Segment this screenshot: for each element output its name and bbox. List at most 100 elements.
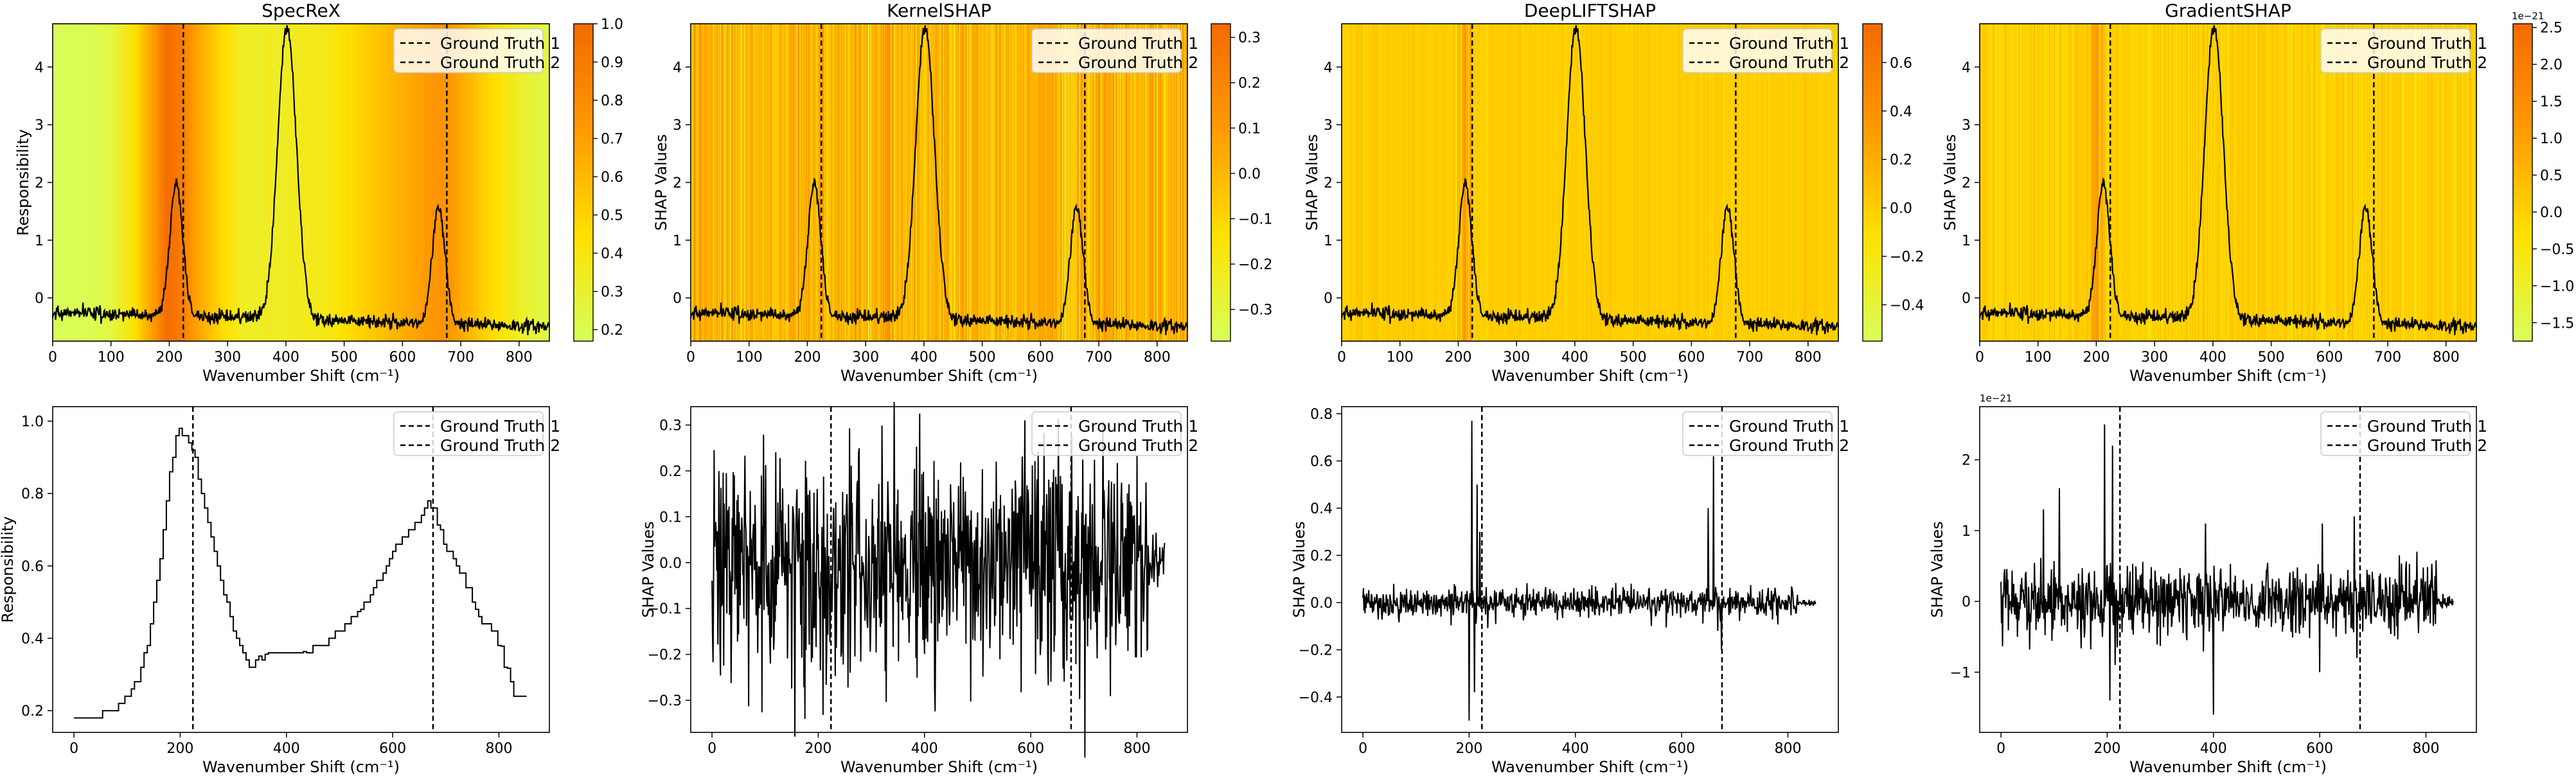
heat-stripe [270,24,271,341]
heat-stripe [2322,24,2323,341]
colorbar-offset-label: 1e−21 [2512,10,2544,22]
heat-stripe [2297,24,2298,341]
heat-stripe [157,24,159,341]
heat-stripe [2448,24,2449,341]
heat-stripe [1504,24,1506,341]
heat-stripe [136,24,138,341]
heat-stripe [215,24,217,341]
heat-stripe [1684,24,1685,341]
legend-entry-label: Ground Truth 2 [1729,53,1849,72]
heat-stripe [2194,24,2196,341]
heat-stripe [148,24,150,341]
heat-stripe [1731,24,1733,341]
heat-stripe [474,24,475,341]
heat-stripe [289,24,290,341]
heat-stripe [1769,24,1771,341]
heat-stripe [1813,24,1815,341]
heat-stripe [1707,24,1709,341]
heat-stripe [2473,24,2474,341]
heat-stripe [416,24,417,341]
heat-stripe [2350,24,2351,341]
heat-stripe [2306,24,2307,341]
heat-stripe [984,24,985,341]
heat-stripe [159,24,160,341]
heat-stripe [766,24,767,341]
heat-stripe [943,24,945,341]
heat-stripe [1791,24,1793,341]
heat-stripe [2280,24,2281,341]
heat-stripe [271,24,272,341]
heat-stripe [873,24,874,341]
heat-stripe [272,24,274,341]
y-tick-label: 0.8 [1310,407,1333,423]
heat-stripe [1624,24,1626,341]
heat-stripe [2419,24,2420,341]
heat-stripe [958,24,959,341]
heat-stripe [1565,24,1567,341]
heat-stripe [2401,24,2402,341]
heat-stripe [229,24,231,341]
heat-stripe [2248,24,2249,341]
heat-stripe [1506,24,1508,341]
heat-stripe [2407,24,2408,341]
legend-entry-label: Ground Truth 2 [1078,53,1198,72]
heat-stripe [2233,24,2235,341]
heat-stripe [523,24,524,341]
heat-stripe [785,24,787,341]
heat-stripe [1680,24,1682,341]
heat-stripe [239,24,240,341]
heat-stripe [1071,24,1072,341]
heat-stripe [2458,24,2460,341]
heat-stripe [2413,24,2415,341]
heat-stripe [1788,24,1789,341]
heat-stripe [910,24,912,341]
legend-entry-label: Ground Truth 2 [1078,436,1198,455]
heat-stripe [2039,24,2041,341]
heat-stripe [848,24,849,341]
heat-stripe [2347,24,2349,341]
heat-stripe [1752,24,1754,341]
heat-stripe [930,24,932,341]
heat-stripe [2311,24,2312,341]
heat-stripe [849,24,851,341]
heat-stripe [1423,24,1424,341]
heat-stripe [2433,24,2435,341]
heat-stripe [70,24,71,341]
heat-stripe [1053,24,1054,341]
heat-stripe [1360,24,1362,341]
heat-stripe [233,24,234,341]
heat-stripe [292,24,294,341]
heat-stripe [1022,24,1024,341]
heat-stripe [294,24,296,341]
heat-stripe [2038,24,2040,341]
heat-stripe [2392,24,2394,341]
heat-stripe [302,24,303,341]
heat-stripe [452,24,454,341]
heat-stripe [536,24,537,341]
heat-stripe [2475,24,2476,341]
heat-stripe [216,24,217,341]
heat-stripe [927,24,928,341]
heat-stripe [741,24,743,341]
heat-stripe [215,24,216,341]
heat-stripe [947,24,948,341]
heat-stripe [1658,24,1660,341]
heat-stripe [2374,24,2376,341]
heat-stripe [2010,24,2011,341]
heat-stripe [516,24,517,341]
heat-stripe [487,24,489,341]
heat-stripe [2080,24,2081,341]
x-tick-label: 0 [707,741,716,757]
heat-stripe [1822,24,1824,341]
heat-stripe [505,24,506,341]
heat-stripe [1666,24,1667,341]
heat-stripe [873,24,875,341]
heat-stripe [1818,24,1820,341]
heat-stripe [2234,24,2235,341]
heat-stripe [2237,24,2239,341]
heat-stripe [186,24,188,341]
heat-stripe [1558,24,1559,341]
heat-stripe [1453,24,1454,341]
heat-stripe [2203,24,2205,341]
heat-stripe [482,24,484,341]
